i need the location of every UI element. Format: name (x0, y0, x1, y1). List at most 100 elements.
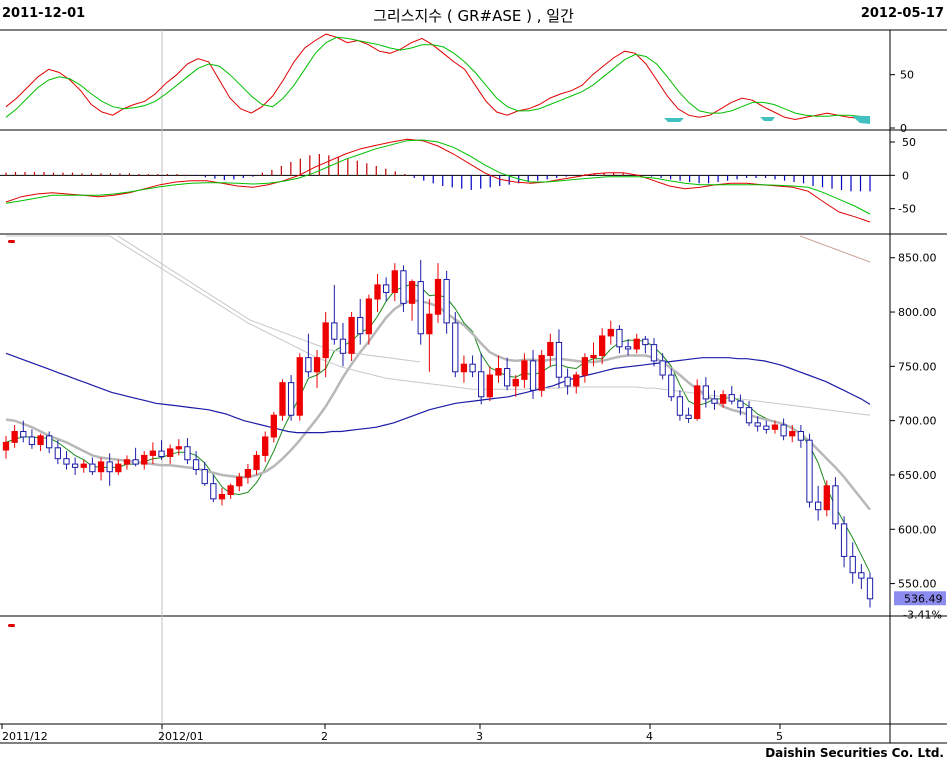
candle-body (20, 431, 27, 438)
brand-footer: Daishin Securities Co. Ltd. (765, 746, 944, 760)
candle-body (711, 398, 718, 404)
candle-body (201, 469, 208, 485)
candle-body (71, 463, 79, 468)
candle-body (573, 374, 580, 387)
candle-body (832, 485, 839, 525)
candle-body (685, 414, 692, 419)
chart-title: 그리스지수 ( GR#ASE ) , 일간 (373, 7, 574, 25)
candle-body (11, 431, 18, 443)
envelope-line (799, 235, 871, 263)
panel-marker (8, 624, 15, 627)
candle-body (158, 450, 165, 458)
candle-body (305, 357, 312, 373)
candle-body (676, 396, 684, 416)
candle-body (408, 281, 416, 304)
candle-body (227, 485, 234, 496)
x-tick-label: 2011/12 (2, 730, 48, 743)
y-tick-label: 550.00 (898, 578, 937, 591)
candle-body (858, 572, 865, 579)
candle-body (529, 360, 537, 391)
candle-body (322, 322, 329, 359)
candle-body (728, 394, 735, 402)
candle-body (244, 469, 252, 478)
candle-body (702, 385, 709, 400)
candle-body (434, 278, 442, 315)
price-change-label: -3.41% (903, 608, 942, 621)
candle-body (391, 270, 398, 293)
candle-body (616, 328, 623, 348)
candle-body (97, 461, 105, 473)
end-date: 2012-05-17 (860, 6, 944, 21)
candle-body (866, 577, 874, 600)
candle-body (719, 394, 727, 404)
candle-body (115, 463, 122, 473)
candle-body (823, 485, 830, 511)
candle-body (503, 368, 511, 387)
x-tick-label: 2 (321, 730, 328, 743)
x-tick-label: 4 (646, 730, 653, 743)
y-tick-label: 50 (902, 136, 916, 149)
candle-body (357, 316, 364, 335)
candle-body (192, 459, 200, 471)
candle-body (63, 458, 70, 465)
candle-body (417, 281, 424, 335)
candle-body (745, 407, 753, 424)
candle-body (253, 454, 260, 471)
candle-body (175, 446, 182, 450)
candle-body (797, 431, 805, 441)
candle-body (763, 425, 770, 430)
moving-average-ma5 (5, 283, 871, 573)
y-tick-label: -50 (898, 203, 916, 216)
candle-body (28, 436, 36, 446)
candle-body (106, 461, 113, 473)
candle-body (564, 376, 571, 387)
candle-body (452, 322, 459, 373)
candle-body (590, 354, 597, 359)
long-ma-line (117, 235, 421, 363)
y-tick-label: 50 (900, 69, 914, 82)
candle-body (184, 446, 191, 461)
candle-body (599, 335, 606, 356)
y-tick-label: 650.00 (898, 469, 937, 482)
candle-body (80, 463, 87, 468)
candle-body (789, 431, 796, 437)
oversold-fill (664, 118, 684, 122)
candle-body (849, 555, 856, 574)
candle-body (555, 341, 563, 378)
candle-body (331, 322, 338, 340)
oversold-fill (760, 117, 775, 121)
candle-body (210, 483, 217, 500)
stochastic-pct-K (5, 33, 871, 121)
candle-body (642, 338, 649, 346)
candle-body (806, 439, 813, 503)
candle-body (296, 357, 303, 416)
candle-body (218, 494, 226, 500)
moving-average-ma60 (5, 352, 871, 434)
candle-body (279, 382, 286, 416)
candle-body (547, 341, 554, 356)
macd-signal (5, 139, 871, 215)
candle-body (650, 344, 658, 362)
candle-body (460, 363, 468, 373)
moving-average-ma120 (6, 235, 871, 416)
candle-body (581, 357, 589, 376)
candle-body (339, 338, 347, 354)
candle-body (754, 422, 761, 427)
candle-body (469, 363, 476, 373)
candle-body (486, 374, 493, 398)
candle-body (89, 463, 96, 473)
candle-body (426, 313, 433, 335)
last-price-label: 536.49 (904, 592, 943, 605)
x-tick-label: 5 (776, 730, 783, 743)
start-date: 2011-12-01 (2, 6, 86, 21)
candle-body (374, 284, 381, 300)
candle-body (521, 360, 528, 380)
stochastic-pct-D (5, 36, 871, 118)
chart-header: 2011-12-01 그리스지수 ( GR#ASE ) , 일간 2012-05… (0, 0, 947, 30)
x-tick-label: 3 (476, 730, 483, 743)
y-tick-label: 750.00 (898, 360, 937, 373)
candle-body (668, 374, 675, 398)
candle-body (270, 414, 277, 438)
x-tick-label: 2012/01 (158, 730, 204, 743)
candle-body (607, 328, 614, 337)
